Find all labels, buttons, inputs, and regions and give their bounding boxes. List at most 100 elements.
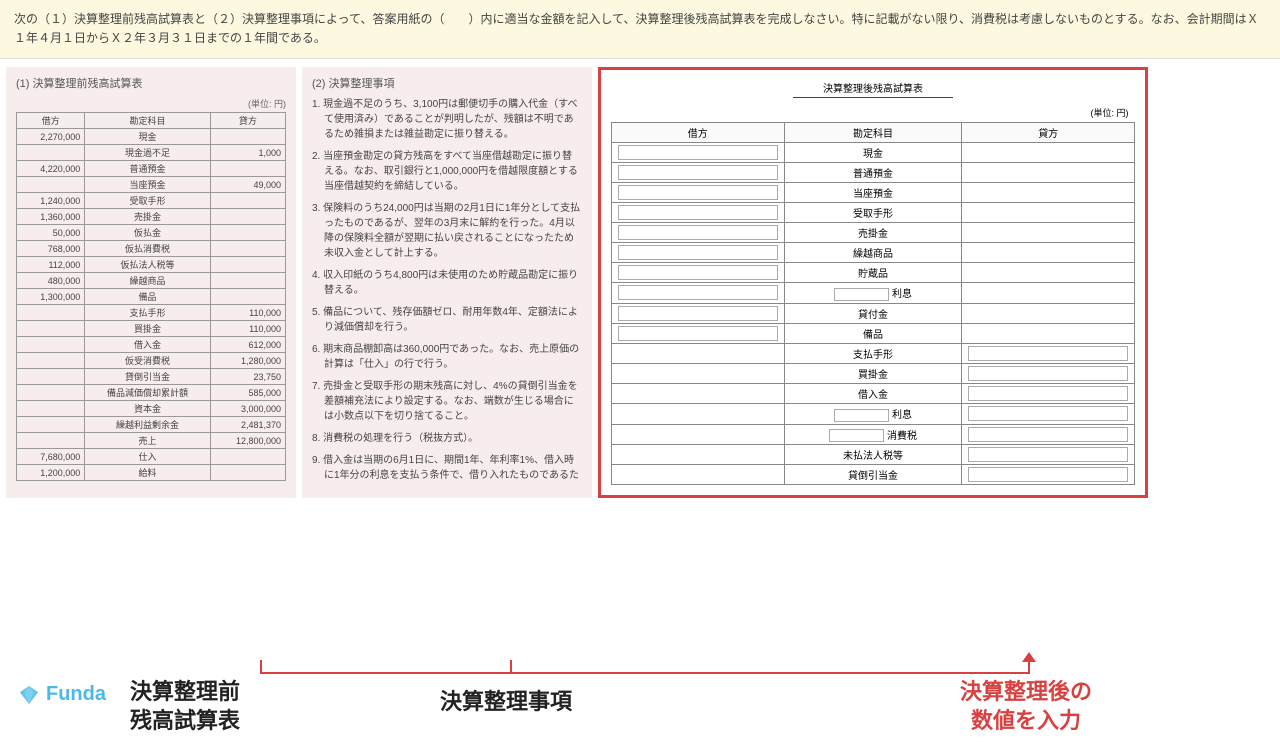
credit-input-cell[interactable]	[962, 424, 1135, 445]
table-row: 1,300,000備品	[17, 289, 286, 305]
list-item: 9. 借入金は当期の6月1日に、期間1年、年利率1%、借入時に1年分の利息を支払…	[312, 453, 582, 483]
table-row: 買掛金110,000	[17, 321, 286, 337]
debit-input-cell[interactable]	[612, 202, 785, 222]
credit-input-cell[interactable]	[962, 403, 1135, 424]
account-cell: 普通預金	[784, 162, 962, 182]
credit-cell	[210, 129, 285, 145]
connector-v1	[260, 660, 262, 674]
credit-cell: 585,000	[210, 385, 285, 401]
col-credit: 貸方	[210, 113, 285, 129]
debit-input-cell[interactable]	[612, 242, 785, 262]
table-row: 仮受消費税1,280,000	[17, 353, 286, 369]
credit-cell	[962, 303, 1135, 323]
debit-input-cell[interactable]	[612, 303, 785, 323]
account-cell: 買掛金	[784, 363, 962, 383]
credit-cell	[962, 262, 1135, 282]
account-cell: 繰越商品	[784, 242, 962, 262]
credit-input-cell[interactable]	[962, 383, 1135, 403]
credit-cell	[210, 257, 285, 273]
list-item: 8. 消費税の処理を行う（税抜方式）。	[312, 431, 582, 446]
table-row: 貸倒引当金	[612, 465, 1135, 485]
account-cell: 仮受消費税	[85, 353, 210, 369]
credit-input-cell[interactable]	[962, 343, 1135, 363]
credit-cell: 1,000	[210, 145, 285, 161]
account-cell: 支払手形	[784, 343, 962, 363]
table-row: 資本金3,000,000	[17, 401, 286, 417]
debit-cell	[17, 305, 85, 321]
debit-cell	[612, 424, 785, 445]
debit-cell	[17, 321, 85, 337]
table-row: 売上12,800,000	[17, 433, 286, 449]
account-cell: 仮払金	[85, 225, 210, 241]
table-row: 7,680,000仕入	[17, 449, 286, 465]
debit-cell	[17, 433, 85, 449]
account-cell: 当座預金	[85, 177, 210, 193]
table-row: 1,200,000給料	[17, 465, 286, 481]
post-adjustment-panel: 決算整理後残高試算表 (単位: 円) 借方 勘定科目 貸方 現金普通預金当座預金…	[598, 67, 1148, 498]
table-row: 当座預金	[612, 182, 1135, 202]
adjustment-items-panel: (2) 決算整理事項 1. 現金過不足のうち、3,100円は郵便切手の購入代金（…	[302, 67, 592, 498]
debit-cell	[612, 403, 785, 424]
debit-cell: 480,000	[17, 273, 85, 289]
debit-input-cell[interactable]	[612, 323, 785, 343]
credit-cell: 2,481,370	[210, 417, 285, 433]
debit-cell: 4,220,000	[17, 161, 85, 177]
table-row: 支払手形110,000	[17, 305, 286, 321]
table-row: 借入金612,000	[17, 337, 286, 353]
debit-input-cell[interactable]	[612, 182, 785, 202]
connector-horizontal	[260, 672, 1030, 674]
debit-input-cell[interactable]	[612, 222, 785, 242]
pre-adjustment-table: 借方 勘定科目 貸方 2,270,000現金現金過不足1,0004,220,00…	[16, 112, 286, 481]
account-input[interactable]	[829, 429, 884, 442]
connector-v2	[510, 660, 512, 674]
credit-cell	[962, 142, 1135, 162]
debit-input-cell[interactable]	[612, 262, 785, 282]
instruction-header: 次の（１）決算整理前残高試算表と（２）決算整理事項によって、答案用紙の（ ）内に…	[0, 0, 1280, 59]
logo-diamond-icon	[18, 684, 40, 706]
credit-cell	[962, 162, 1135, 182]
credit-cell	[962, 282, 1135, 303]
table-row: 普通預金	[612, 162, 1135, 182]
debit-cell	[17, 417, 85, 433]
debit-cell	[612, 383, 785, 403]
debit-cell: 1,240,000	[17, 193, 85, 209]
account-cell: 支払手形	[85, 305, 210, 321]
account-input[interactable]	[834, 288, 889, 301]
table-row: 4,220,000普通預金	[17, 161, 286, 177]
arrow-up-icon	[1022, 652, 1036, 662]
account-cell: 繰越利益剰余金	[85, 417, 210, 433]
list-item: 4. 収入印紙のうち4,800円は未使用のため貯蔵品勘定に振り替える。	[312, 268, 582, 298]
credit-input-cell[interactable]	[962, 465, 1135, 485]
debit-cell: 1,200,000	[17, 465, 85, 481]
credit-cell	[210, 449, 285, 465]
debit-input-cell[interactable]	[612, 162, 785, 182]
account-cell: 備品減価償却累計額	[85, 385, 210, 401]
debit-input-cell[interactable]	[612, 282, 785, 303]
debit-cell	[17, 401, 85, 417]
post-adjustment-table: 決算整理後残高試算表 (単位: 円) 借方 勘定科目 貸方 現金普通預金当座預金…	[611, 78, 1135, 485]
debit-input-cell[interactable]	[612, 142, 785, 162]
debit-cell: 1,360,000	[17, 209, 85, 225]
account-input[interactable]	[834, 409, 889, 422]
table-row: 利息	[612, 403, 1135, 424]
table-row: 繰越商品	[612, 242, 1135, 262]
credit-input-cell[interactable]	[962, 445, 1135, 465]
label-items: 決算整理事項	[420, 674, 592, 731]
debit-cell	[612, 363, 785, 383]
table-row: 現金	[612, 142, 1135, 162]
credit-cell	[210, 273, 285, 289]
account-cell: 現金	[85, 129, 210, 145]
credit-cell	[962, 242, 1135, 262]
credit-cell	[210, 241, 285, 257]
account-cell: 消費税	[784, 424, 962, 445]
logo: Funda	[18, 683, 106, 706]
table-row: 買掛金	[612, 363, 1135, 383]
credit-input-cell[interactable]	[962, 363, 1135, 383]
table-row: 768,000仮払消費税	[17, 241, 286, 257]
debit-cell	[17, 353, 85, 369]
table-row: 受取手形	[612, 202, 1135, 222]
credit-cell	[962, 202, 1135, 222]
list-item: 2. 当座預金勘定の貸方残高をすべて当座借越勘定に振り替える。なお、取引銀行と1…	[312, 149, 582, 194]
debit-cell	[17, 385, 85, 401]
account-cell: 現金	[784, 142, 962, 162]
